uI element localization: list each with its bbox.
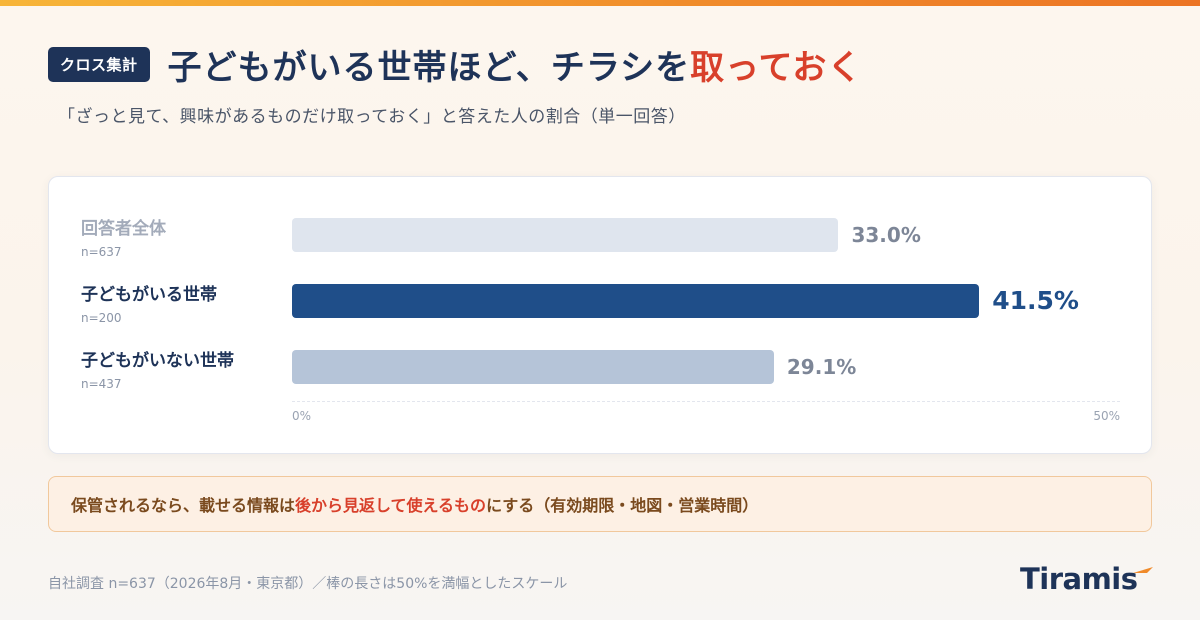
top-accent-stripe (0, 0, 1200, 6)
value-label: 33.0% (851, 222, 921, 247)
title-main: 子どもがいる世帯ほど、チラシを (167, 48, 691, 88)
insight-note: 保管されるなら、載せる情報は 後から見返して使えるもの にする（有効期限・地図・営業… (48, 476, 1152, 532)
title-accent: 取っておく (690, 48, 863, 88)
x-tick-50: 50% (1093, 409, 1120, 423)
category-name: 子どもがいない世帯 (81, 351, 234, 371)
category-label: 回答者全体 n=637 (81, 214, 166, 259)
value-label: 29.1% (786, 354, 857, 379)
category-name: 回答者全体 (81, 219, 166, 239)
note-text-1: 保管されるなら、載せる情報は (71, 496, 296, 515)
category-label: 子どもがいない世帯 n=437 (81, 346, 234, 391)
page-title: 子どもがいる世帯ほど、チラシを取っておく (168, 40, 863, 89)
footer-source: 自社調査 n=637（2026年8月・東京都）／棒の長さは50%を満幅としたスケ… (48, 576, 568, 592)
brand-logo: Tiramis (1020, 562, 1138, 596)
bar (292, 218, 839, 252)
sample-size: n=637 (81, 245, 122, 259)
chart-card: 0% 50% 回答者全体 n=637 33.0% 子どもがいる世帯 n=200 41.5%… (48, 176, 1152, 454)
sample-size: n=200 (81, 311, 122, 325)
note-text-2: にする（有効期限・地図・営業時間） (486, 496, 759, 515)
bar (292, 284, 980, 318)
value-label: 41.5% (992, 285, 1079, 315)
chart-subtitle: 「ざっと見て、興味があるものだけ取っておく」と答えた人の割合（単一回答） (58, 107, 686, 127)
bar (292, 350, 774, 384)
x-tick-0: 0% (292, 409, 312, 423)
cross-tab-badge: クロス集計 (48, 47, 150, 82)
header: クロス集計 子どもがいる世帯ほど、チラシを取っておく (48, 40, 862, 89)
axis-baseline (292, 401, 1120, 402)
logo-swoosh-icon (1133, 567, 1153, 573)
category-label: 子どもがいる世帯 n=200 (81, 280, 217, 325)
sample-size: n=437 (81, 377, 122, 391)
note-highlight: 後から見返して使えるもの (295, 496, 487, 515)
category-name: 子どもがいる世帯 (81, 285, 217, 305)
